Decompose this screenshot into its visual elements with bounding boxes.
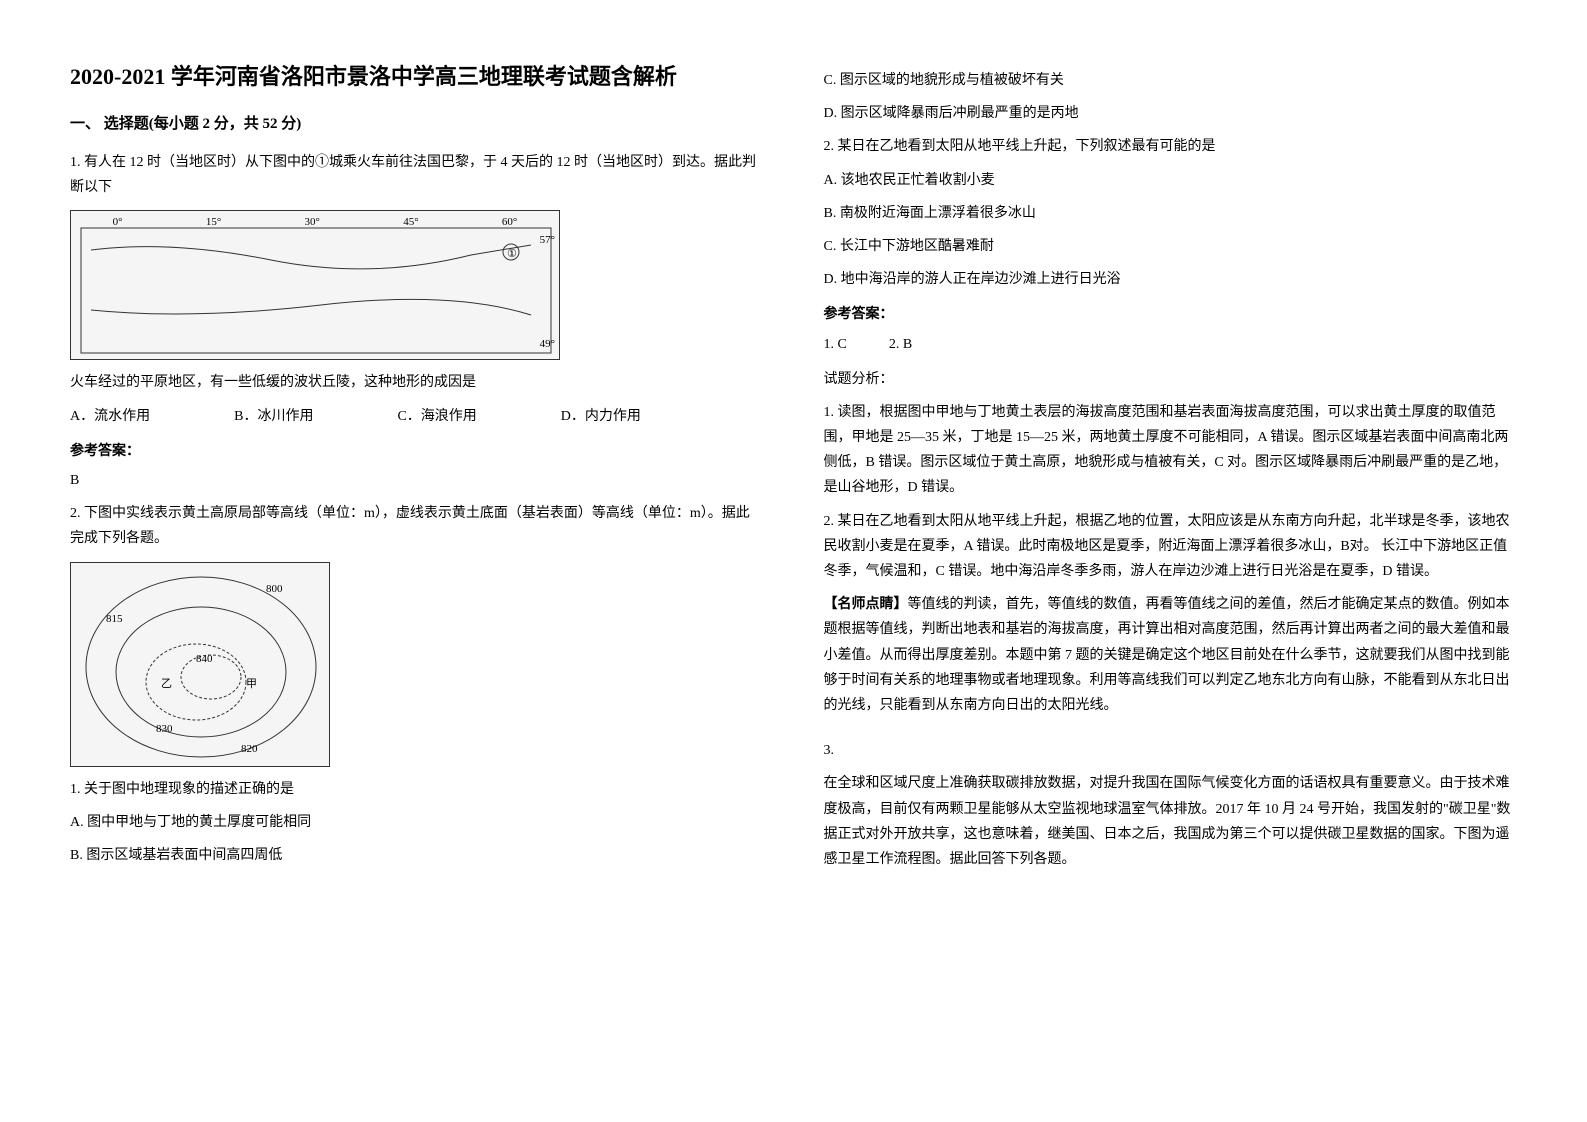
q2-sub1-optC: C. 图示区域的地貌形成与植被破坏有关 — [824, 68, 1518, 93]
tip-label: 【名师点睛】 — [824, 597, 908, 612]
page-title: 2020-2021 学年河南省洛阳市景洛中学高三地理联考试题含解析 — [70, 60, 764, 93]
q3-stem: 在全球和区域尺度上准确获取碳排放数据，对提升我国在国际气候变化方面的话语权具有重… — [824, 771, 1518, 872]
q2-sub1-label: 1. 关于图中地理现象的描述正确的是 — [70, 777, 764, 802]
lon-0: 0° — [113, 213, 123, 233]
svg-text:840: 840 — [196, 653, 213, 665]
q2-contour-figure: 800 815 840 830 820 甲 乙 — [70, 562, 330, 767]
q2-answers: 1. C 2. B — [824, 332, 1518, 357]
q2-sub2-optC: C. 长江中下游地区酷暑难耐 — [824, 234, 1518, 259]
q2-sub2-optA: A. 该地农民正忙着收割小麦 — [824, 168, 1518, 193]
lon-60: 60° — [502, 213, 517, 233]
svg-text:830: 830 — [156, 723, 173, 735]
map-lon-labels: 0° 15° 30° 45° 60° — [71, 213, 559, 233]
tip-text: 等值线的判读，首先，等值线的数值，再看等值线之间的差值，然后才能确定某点的数值。… — [824, 597, 1510, 713]
q2-analysis-label: 试题分析： — [824, 367, 1518, 392]
lon-30: 30° — [305, 213, 320, 233]
q2-analysis2: 2. 某日在乙地看到太阳从地平线上升起，根据乙地的位置，太阳应该是从东南方向升起… — [824, 509, 1518, 585]
lon-15: 15° — [206, 213, 221, 233]
svg-text:乙: 乙 — [161, 677, 172, 690]
q1-subtext: 火车经过的平原地区，有一些低缓的波状丘陵，这种地形的成因是 — [70, 370, 764, 395]
lat-49: 49° — [540, 335, 555, 355]
svg-text:820: 820 — [241, 743, 258, 755]
q1-map-figure: 0° 15° 30° 45° 60° 57° 49° ① — [70, 210, 560, 360]
q1-options: A．流水作用 B．冰川作用 C．海浪作用 D．内力作用 — [70, 404, 764, 429]
q1-answer: B — [70, 468, 764, 493]
svg-text:800: 800 — [266, 583, 283, 595]
q2-sub1-optB: B. 图示区域基岩表面中间高四周低 — [70, 843, 764, 868]
map-lat-labels: 57° 49° — [540, 231, 555, 354]
q1-stem: 1. 有人在 12 时（当地区时）从下图中的①城乘火车前往法国巴黎，于 4 天后… — [70, 150, 764, 200]
svg-text:815: 815 — [106, 613, 123, 625]
svg-text:甲: 甲 — [246, 678, 257, 690]
q2-answer-label: 参考答案： — [824, 302, 1518, 327]
lon-45: 45° — [403, 213, 418, 233]
q2-analysis1: 1. 读图，根据图中甲地与丁地黄土表层的海拔高度范围和基岩表面海拔高度范围，可以… — [824, 400, 1518, 501]
section-header: 一、 选择题(每小题 2 分，共 52 分) — [70, 111, 764, 138]
q2-tip: 【名师点睛】等值线的判读，首先，等值线的数值，再看等值线之间的差值，然后才能确定… — [824, 592, 1518, 718]
q2-sub2-label: 2. 某日在乙地看到太阳从地平线上升起，下列叙述最有可能的是 — [824, 134, 1518, 159]
q2-sub1-optA: A. 图中甲地与丁地的黄土厚度可能相同 — [70, 810, 764, 835]
q1-answer-label: 参考答案： — [70, 439, 764, 464]
lat-57: 57° — [540, 231, 555, 251]
q3-num: 3. — [824, 738, 1518, 763]
map-marker: ① — [507, 248, 517, 260]
q2-sub2-optB: B. 南极附近海面上漂浮着很多冰山 — [824, 201, 1518, 226]
q2-sub1-optD: D. 图示区域降暴雨后冲刷最严重的是丙地 — [824, 101, 1518, 126]
contour-svg: 800 815 840 830 820 甲 乙 — [71, 562, 329, 767]
q2-stem: 2. 下图中实线表示黄土高原局部等高线（单位：m），虚线表示黄土底面（基岩表面）… — [70, 501, 764, 551]
q2-sub2-optD: D. 地中海沿岸的游人正在岸边沙滩上进行日光浴 — [824, 267, 1518, 292]
